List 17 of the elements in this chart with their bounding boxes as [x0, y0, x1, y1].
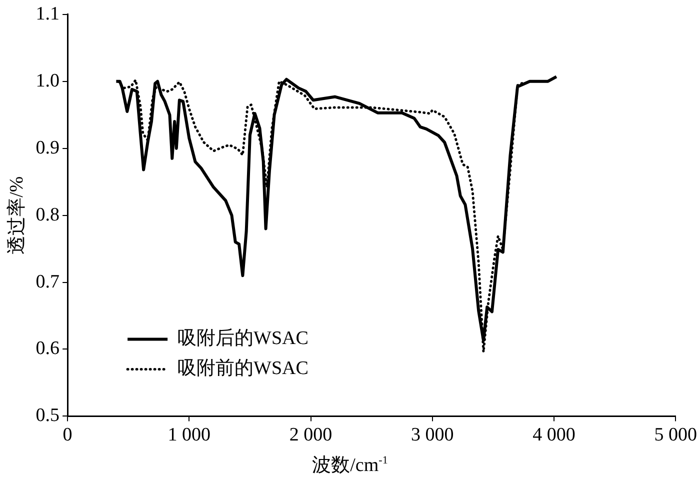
legend-label: 吸附后的WSAC	[178, 328, 308, 350]
y-tick-label: 1.0	[36, 70, 60, 92]
y-tick-label: 1.1	[36, 3, 60, 24]
x-tick-label: 4 000	[532, 424, 576, 446]
y-axis-title: 透过率/%	[5, 176, 28, 254]
y-tick-label: 0.6	[36, 338, 60, 360]
y-tick-label: 0.5	[36, 405, 60, 426]
y-tick-label: 0.7	[36, 271, 60, 292]
legend-label: 吸附前的WSAC	[178, 358, 308, 380]
x-tick-label: 0	[62, 424, 72, 446]
x-tick-label: 2 000	[289, 424, 332, 446]
x-tick-label: 3 000	[411, 424, 454, 446]
x-axis-title: 波数/cm$^{-1}$	[311, 454, 389, 478]
y-tick-label: 0.8	[36, 204, 60, 226]
y-tick-label: 0.9	[36, 137, 60, 158]
x-tick-label: 5 000	[654, 424, 697, 446]
x-tick-label: 1 000	[168, 424, 211, 446]
